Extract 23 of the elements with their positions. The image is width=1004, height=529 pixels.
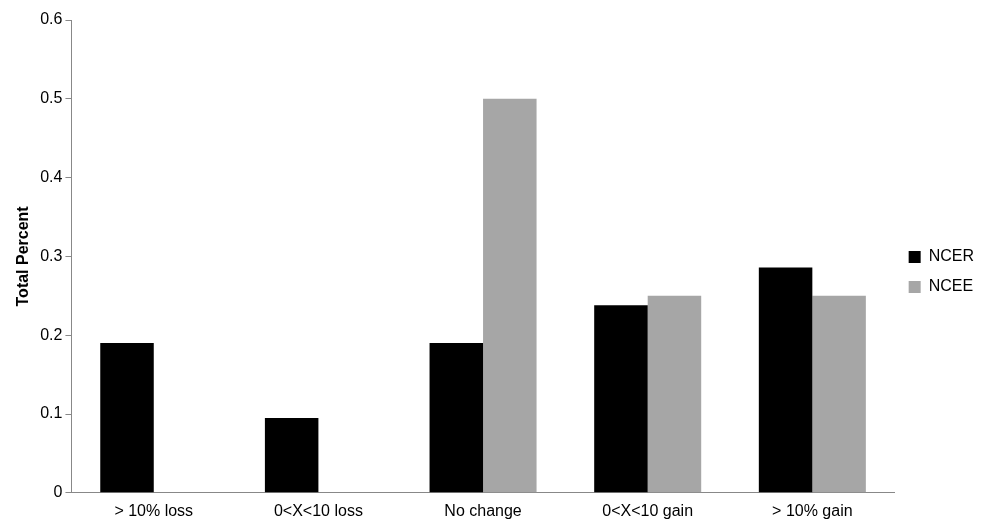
y-tick-label: 0.4 [40,168,63,186]
bar [100,343,154,493]
y-axis-title: Total Percent [14,205,32,307]
legend-label: NCEE [928,277,974,295]
bar [647,295,702,493]
y-tick-label: 0.6 [40,10,63,28]
bar [758,267,813,493]
legend-label: NCER [928,247,975,265]
x-tick-label: > 10% gain [772,501,853,519]
y-tick-label: 0.2 [40,325,63,343]
y-tick-label: 0.3 [40,246,63,264]
bar [812,295,866,493]
y-tick-label: 0.5 [40,89,63,107]
bar [264,417,319,493]
x-tick-label: 0<X<10 loss [273,501,363,519]
y-tick-label: 0.1 [40,404,63,422]
bar [483,98,537,493]
x-tick-label: No change [444,501,522,519]
y-tick-label: 0 [53,483,63,501]
bar [429,343,484,493]
x-tick-label: > 10% loss [114,501,194,519]
bar [594,305,648,493]
x-tick-label: 0<X<10 gain [602,501,694,519]
